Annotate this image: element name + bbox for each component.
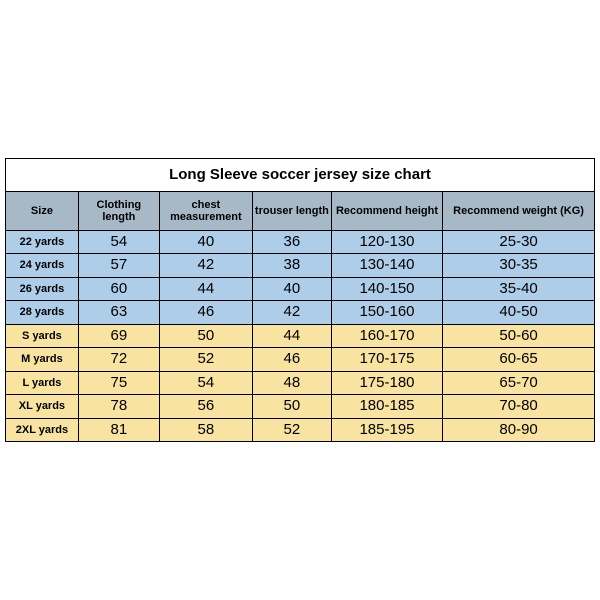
cell-value: 60 bbox=[78, 277, 159, 301]
cell-value: 72 bbox=[78, 348, 159, 372]
table-row: S yards 69 50 44 160-170 50-60 bbox=[6, 324, 595, 348]
cell-size: M yards bbox=[6, 348, 79, 372]
cell-value: 150-160 bbox=[331, 301, 442, 325]
col-height: Recommend height bbox=[331, 191, 442, 230]
cell-value: 44 bbox=[252, 324, 331, 348]
cell-value: 38 bbox=[252, 254, 331, 278]
cell-value: 50 bbox=[252, 395, 331, 419]
cell-value: 78 bbox=[78, 395, 159, 419]
cell-value: 175-180 bbox=[331, 371, 442, 395]
cell-value: 57 bbox=[78, 254, 159, 278]
cell-value: 40 bbox=[252, 277, 331, 301]
cell-value: 30-35 bbox=[443, 254, 595, 278]
cell-value: 69 bbox=[78, 324, 159, 348]
cell-value: 120-130 bbox=[331, 230, 442, 254]
cell-size: 2XL yards bbox=[6, 418, 79, 442]
cell-value: 50-60 bbox=[443, 324, 595, 348]
cell-value: 46 bbox=[252, 348, 331, 372]
cell-value: 130-140 bbox=[331, 254, 442, 278]
cell-size: 24 yards bbox=[6, 254, 79, 278]
chart-title: Long Sleeve soccer jersey size chart bbox=[6, 158, 595, 191]
cell-size: S yards bbox=[6, 324, 79, 348]
size-chart-table: Long Sleeve soccer jersey size chart Siz… bbox=[5, 158, 595, 443]
cell-value: 44 bbox=[159, 277, 252, 301]
cell-value: 58 bbox=[159, 418, 252, 442]
table-body: 22 yards 54 40 36 120-130 25-30 24 yards… bbox=[6, 230, 595, 442]
col-chest: chest measurement bbox=[159, 191, 252, 230]
cell-value: 56 bbox=[159, 395, 252, 419]
page-wrapper: Long Sleeve soccer jersey size chart Siz… bbox=[0, 0, 600, 600]
cell-value: 160-170 bbox=[331, 324, 442, 348]
cell-value: 35-40 bbox=[443, 277, 595, 301]
col-weight: Recommend weight (KG) bbox=[443, 191, 595, 230]
cell-value: 52 bbox=[159, 348, 252, 372]
col-length: Clothing length bbox=[78, 191, 159, 230]
table-row: XL yards 78 56 50 180-185 70-80 bbox=[6, 395, 595, 419]
cell-value: 40-50 bbox=[443, 301, 595, 325]
cell-value: 36 bbox=[252, 230, 331, 254]
cell-value: 180-185 bbox=[331, 395, 442, 419]
table-row: 26 yards 60 44 40 140-150 35-40 bbox=[6, 277, 595, 301]
cell-size: 26 yards bbox=[6, 277, 79, 301]
cell-value: 42 bbox=[252, 301, 331, 325]
cell-value: 25-30 bbox=[443, 230, 595, 254]
cell-value: 48 bbox=[252, 371, 331, 395]
cell-size: 22 yards bbox=[6, 230, 79, 254]
table-row: 28 yards 63 46 42 150-160 40-50 bbox=[6, 301, 595, 325]
table-row: 24 yards 57 42 38 130-140 30-35 bbox=[6, 254, 595, 278]
cell-value: 65-70 bbox=[443, 371, 595, 395]
cell-value: 42 bbox=[159, 254, 252, 278]
table-row: M yards 72 52 46 170-175 60-65 bbox=[6, 348, 595, 372]
cell-size: XL yards bbox=[6, 395, 79, 419]
title-row: Long Sleeve soccer jersey size chart bbox=[6, 158, 595, 191]
cell-value: 80-90 bbox=[443, 418, 595, 442]
cell-value: 185-195 bbox=[331, 418, 442, 442]
table-row: 2XL yards 81 58 52 185-195 80-90 bbox=[6, 418, 595, 442]
cell-value: 54 bbox=[159, 371, 252, 395]
cell-value: 60-65 bbox=[443, 348, 595, 372]
cell-value: 170-175 bbox=[331, 348, 442, 372]
cell-size: L yards bbox=[6, 371, 79, 395]
col-size: Size bbox=[6, 191, 79, 230]
cell-value: 54 bbox=[78, 230, 159, 254]
table-row: L yards 75 54 48 175-180 65-70 bbox=[6, 371, 595, 395]
cell-value: 46 bbox=[159, 301, 252, 325]
cell-value: 75 bbox=[78, 371, 159, 395]
cell-value: 52 bbox=[252, 418, 331, 442]
table-row: 22 yards 54 40 36 120-130 25-30 bbox=[6, 230, 595, 254]
cell-value: 81 bbox=[78, 418, 159, 442]
col-trouser: trouser length bbox=[252, 191, 331, 230]
cell-size: 28 yards bbox=[6, 301, 79, 325]
cell-value: 63 bbox=[78, 301, 159, 325]
cell-value: 40 bbox=[159, 230, 252, 254]
cell-value: 70-80 bbox=[443, 395, 595, 419]
cell-value: 140-150 bbox=[331, 277, 442, 301]
header-row: Size Clothing length chest measurement t… bbox=[6, 191, 595, 230]
cell-value: 50 bbox=[159, 324, 252, 348]
